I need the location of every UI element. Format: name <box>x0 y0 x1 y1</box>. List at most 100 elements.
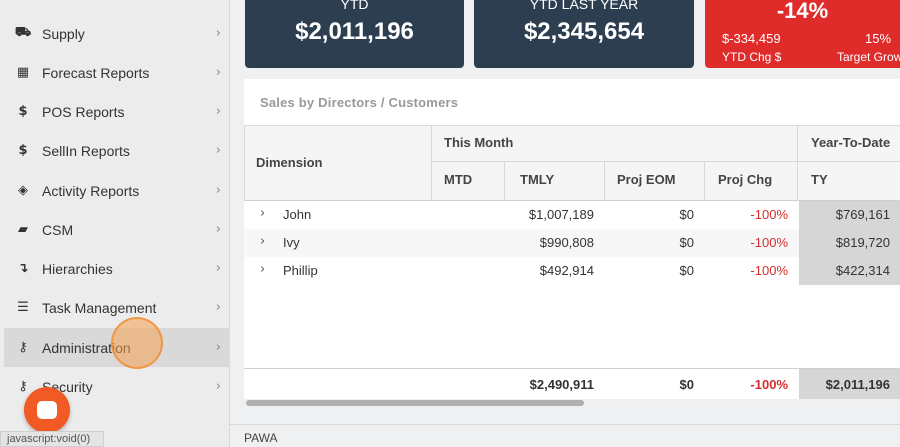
kpi-change-value: $-334,459 <box>722 31 781 46</box>
kpi-card-ytd: YTD $2,011,196 <box>245 0 464 68</box>
row-proj-chg: -100% <box>750 207 788 222</box>
header-dimension[interactable]: Dimension <box>256 155 323 170</box>
header-year-to-date: Year-To-Date <box>811 135 891 150</box>
row-tmly: $492,914 <box>539 263 594 278</box>
scrollbar-thumb[interactable] <box>246 400 584 406</box>
sidebar-item-sellin-reports[interactable]: $ SellIn Reports › <box>4 131 230 170</box>
kpi-title: YTD <box>340 0 369 12</box>
dollar-icon: $ <box>18 143 28 158</box>
chat-launcher-button[interactable] <box>24 387 70 433</box>
sidebar-item-label: SellIn Reports <box>42 142 130 159</box>
chevron-right-icon: › <box>215 340 221 355</box>
sidebar-item-pos-reports[interactable]: $ POS Reports › <box>4 92 230 131</box>
sidebar-item-label: Task Management <box>42 299 157 316</box>
kpi-value: $2,011,196 <box>295 18 414 45</box>
kpi-growth-value: 15% <box>865 31 892 46</box>
ty-cell-bg <box>799 201 900 229</box>
sidebar-item-activity-reports[interactable]: ◈ Activity Reports › <box>4 171 230 210</box>
row-name: Phillip <box>283 263 318 278</box>
chevron-right-icon: › <box>215 300 221 315</box>
row-tmly: $990,808 <box>539 235 594 250</box>
row-proj-chg: -100% <box>750 235 788 250</box>
sidebar: ⛟ Supply › ▦ Forecast Reports › $ POS Re… <box>0 0 230 447</box>
kpi-change-percent: -14% <box>776 0 829 23</box>
sidebar-item-label: Activity Reports <box>42 182 140 199</box>
key-icon: ⚷ <box>18 340 28 355</box>
truck-icon: ⛟ <box>14 25 32 40</box>
cursor-highlight <box>111 317 163 369</box>
chevron-right-icon: › <box>215 143 221 158</box>
sidebar-item-hierarchies[interactable]: ↴ Hierarchies › <box>4 249 230 288</box>
table-row[interactable]: › Phillip $492,914 $0 -100% $422,314 <box>244 257 900 285</box>
server-icon: ☰ <box>17 300 29 315</box>
expand-chevron-icon[interactable]: › <box>260 206 266 221</box>
row-ty: $769,161 <box>835 207 890 222</box>
row-proj-chg: -100% <box>750 263 788 278</box>
row-tmly: $1,007,189 <box>528 207 594 222</box>
header-tmly[interactable]: TMLY <box>520 172 555 187</box>
kpi-change-label: YTD Chg $ <box>722 50 782 64</box>
book-icon: ▰ <box>18 222 28 237</box>
hierarchy-icon: ↴ <box>17 261 29 276</box>
chevron-right-icon: › <box>215 104 221 119</box>
sidebar-item-task-management[interactable]: ☰ Task Management › <box>4 288 230 327</box>
table-header: Dimension This Month Year-To-Date MTD TM… <box>244 126 900 201</box>
sidebar-item-csm[interactable]: ▰ CSM › <box>4 210 230 249</box>
expand-chevron-icon[interactable]: › <box>260 262 266 277</box>
table-row[interactable]: › John $1,007,189 $0 -100% $769,161 <box>244 201 900 229</box>
sidebar-item-label: Administration <box>42 339 131 356</box>
sales-panel: Sales by Directors / Customers Dimension… <box>244 79 900 408</box>
sidebar-item-label: POS Reports <box>42 103 125 120</box>
header-mtd[interactable]: MTD <box>444 172 473 187</box>
chevron-right-icon: › <box>215 26 221 41</box>
total-proj-chg: -100% <box>750 377 788 392</box>
row-proj-eom: $0 <box>679 263 694 278</box>
header-ty[interactable]: TY <box>811 172 828 187</box>
kpi-card-ytd-last-year: YTD LAST YEAR $2,345,654 <box>474 0 694 68</box>
ty-cell-bg <box>799 229 900 257</box>
table-totals-row: $2,490,911 $0 -100% $2,011,196 <box>244 368 900 401</box>
header-this-month: This Month <box>444 135 514 150</box>
row-name: Ivy <box>283 235 300 250</box>
dollar-icon: $ <box>18 104 28 119</box>
key-icon: ⚷ <box>18 379 28 394</box>
total-ty: $2,011,196 <box>825 377 890 392</box>
row-ty: $422,314 <box>835 263 890 278</box>
kpi-card-ytd-change: -14% $-334,459 YTD Chg $ 15% Target Grow <box>705 0 900 68</box>
chevron-right-icon: › <box>215 65 221 80</box>
total-proj-eom: $0 <box>679 377 694 392</box>
kpi-value: $2,345,654 <box>523 18 645 45</box>
footer-text: PAWA <box>244 431 278 445</box>
sidebar-item-label: Hierarchies <box>42 260 113 277</box>
chevron-right-icon: › <box>215 222 221 237</box>
header-proj-eom[interactable]: Proj EOM <box>617 172 676 187</box>
sidebar-item-label: Supply <box>42 25 85 42</box>
chevron-right-icon: › <box>215 379 221 394</box>
header-proj-chg[interactable]: Proj Chg <box>718 172 773 187</box>
table-row[interactable]: › Ivy $990,808 $0 -100% $819,720 <box>244 229 900 257</box>
ty-cell-bg <box>799 257 900 285</box>
sidebar-item-forecast-reports[interactable]: ▦ Forecast Reports › <box>4 53 230 92</box>
table-icon: ▦ <box>16 65 30 80</box>
footer: PAWA <box>230 424 900 447</box>
sidebar-item-supply[interactable]: ⛟ Supply › <box>4 14 230 53</box>
row-proj-eom: $0 <box>679 235 694 250</box>
horizontal-scrollbar[interactable] <box>244 399 900 408</box>
chat-bubble-icon <box>37 401 57 419</box>
kpi-growth-label: Target Grow <box>837 50 900 64</box>
chevron-right-icon: › <box>215 261 221 276</box>
sidebar-item-label: CSM <box>42 221 74 238</box>
row-name: John <box>283 207 312 222</box>
sidebar-item-partial[interactable] <box>4 0 230 4</box>
total-tmly: $2,490,911 <box>529 377 594 392</box>
row-ty: $819,720 <box>835 235 890 250</box>
expand-chevron-icon[interactable]: › <box>260 234 266 249</box>
row-proj-eom: $0 <box>679 207 694 222</box>
browser-status-url: javascript:void(0) <box>0 431 104 447</box>
sidebar-item-label: Forecast Reports <box>42 64 150 81</box>
ty-cell-bg <box>799 369 900 401</box>
sales-table: Dimension This Month Year-To-Date MTD TM… <box>244 125 900 401</box>
kpi-title: YTD LAST YEAR <box>529 0 639 12</box>
chevron-right-icon: › <box>215 183 221 198</box>
cube-icon: ◈ <box>18 183 28 198</box>
